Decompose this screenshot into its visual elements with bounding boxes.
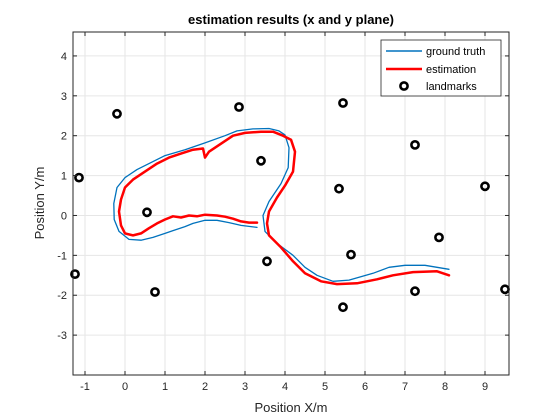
axes-box: [72, 31, 510, 376]
landmark-marker: [334, 183, 344, 194]
legend-marker-landmarks: [399, 81, 409, 91]
landmark-marker: [150, 287, 160, 297]
landmark-marker: [262, 256, 272, 267]
x-tick-label: 3: [242, 381, 248, 393]
series-line-ground-truth: [113, 127, 450, 282]
x-tick-label: 6: [362, 381, 368, 393]
landmark-marker: [142, 207, 152, 218]
legend-label-estimation: estimation: [426, 64, 476, 76]
y-tick-label: 2: [61, 131, 67, 143]
landmark-marker: [338, 98, 348, 108]
landmark-marker: [256, 155, 266, 166]
legend: ground truth estimation landmarks: [380, 39, 502, 97]
y-tick-label: -2: [57, 290, 67, 302]
x-tick-label: -1: [80, 381, 90, 393]
landmark-marker: [480, 181, 490, 192]
legend-label-landmarks: landmarks: [426, 81, 477, 93]
y-axis-label: Position Y/m: [32, 167, 47, 240]
y-tick-label: -1: [57, 250, 67, 262]
legend-label-ground-truth: ground truth: [426, 46, 485, 58]
y-tick-label: -3: [57, 330, 67, 342]
y-tick-label: 4: [61, 51, 67, 63]
x-axis-label: Position X/m: [255, 400, 328, 415]
series-line-estimation: [117, 130, 451, 286]
x-tick-label: 5: [322, 381, 328, 393]
y-tick-label: 0: [61, 210, 67, 222]
landmark-marker: [346, 249, 356, 260]
x-tick-label: 1: [162, 381, 168, 393]
landmark-marker: [234, 102, 244, 112]
x-tick-label: 9: [482, 381, 488, 393]
landmark-marker: [410, 286, 420, 297]
chart-title: estimation results (x and y plane): [188, 12, 394, 27]
landmark-marker: [410, 139, 420, 150]
y-tick-label: 1: [61, 171, 67, 183]
y-tick-label: 3: [61, 91, 67, 103]
x-tick-label: 2: [202, 381, 208, 393]
x-tick-label: 7: [402, 381, 408, 393]
landmark-marker: [74, 172, 84, 183]
landmark-marker: [338, 302, 348, 313]
x-tick-label: 4: [282, 381, 288, 393]
ticks: -1 0 1 2 3 4 5 6 7 8 9 4 3 2 1 0 -1 -2 -3: [57, 32, 509, 393]
series-layer: [70, 98, 510, 313]
x-tick-label: 0: [122, 381, 128, 393]
landmark-marker: [70, 269, 80, 279]
landmark-marker: [434, 232, 444, 243]
landmark-marker: [112, 108, 122, 119]
x-tick-label: 8: [442, 381, 448, 393]
